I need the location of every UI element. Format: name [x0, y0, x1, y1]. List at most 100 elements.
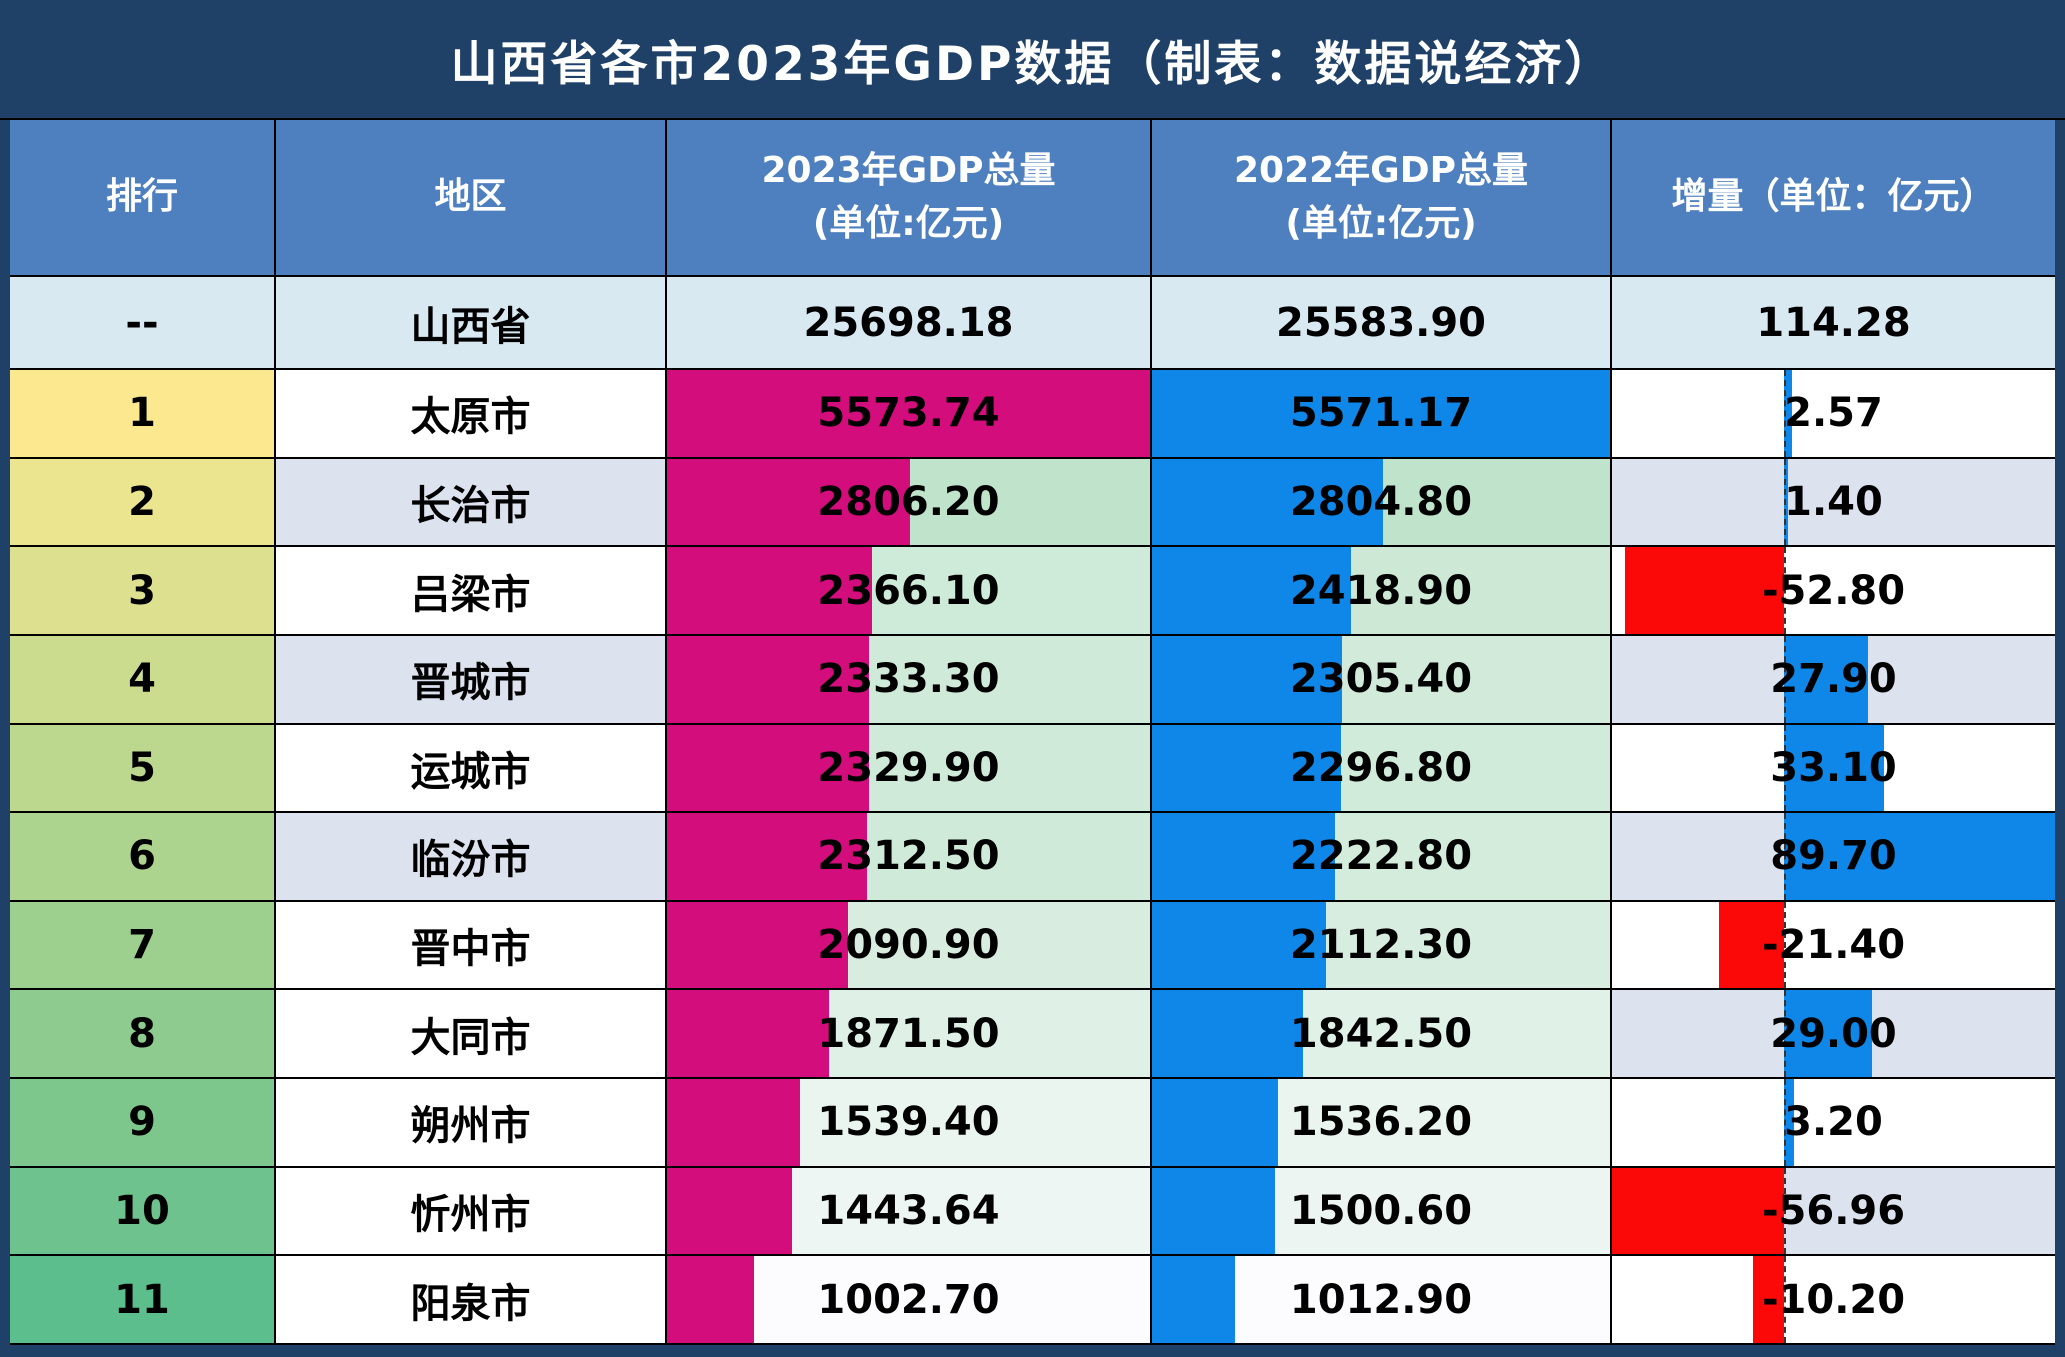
region-cell: 晋中市 — [276, 901, 667, 991]
gdp2022-data-bar — [1152, 635, 1342, 723]
delta-cell: 3.20 — [1612, 1079, 2055, 1168]
gdp2022-cell: 2305.40 — [1152, 635, 1612, 725]
delta-zero-axis — [1784, 1079, 1787, 1166]
gdp2022-value: 1536.20 — [1289, 1099, 1473, 1146]
region-name: 朔州市 — [410, 1103, 531, 1150]
delta-value: 27.90 — [1770, 656, 1897, 703]
delta-cell: 1.40 — [1612, 458, 2055, 548]
delta-zero-axis — [1784, 1167, 1787, 1255]
region-cell: 吕梁市 — [276, 547, 667, 636]
rank-cell: 2 — [10, 458, 276, 548]
gdp2022-cell: 5571.17 — [1152, 370, 1612, 459]
header-gdp2022-line2: (单位:亿元) — [1285, 202, 1477, 244]
gdp2023-value: 1539.40 — [817, 1099, 1000, 1146]
gdp2022-data-bar — [1152, 724, 1341, 812]
gdp2023-cell: 1539.40 — [667, 1079, 1152, 1168]
region-cell: 运城市 — [276, 724, 667, 814]
page-title: 山西省各市2023年GDP数据（制表：数据说经济） — [0, 0, 2065, 120]
delta-zero-axis — [1784, 813, 1787, 900]
region-cell: 阳泉市 — [276, 1256, 667, 1345]
gdp2023-data-bar — [667, 370, 1150, 457]
region-name: 长治市 — [410, 482, 531, 529]
delta-zero-axis — [1784, 458, 1787, 546]
delta-cell: 29.00 — [1612, 990, 2055, 1079]
region-cell: 大同市 — [276, 990, 667, 1079]
delta-value: 1.40 — [1784, 478, 1883, 525]
delta-cell: -52.80 — [1612, 547, 2055, 636]
gdp2022-value: 2804.80 — [1289, 478, 1473, 525]
rank-value: 4 — [128, 656, 156, 703]
gdp2023-cell: 2329.90 — [667, 724, 1152, 814]
delta-value: -52.80 — [1761, 567, 1906, 614]
delta-negative-bar — [1719, 901, 1785, 989]
delta-negative-bar — [1612, 1167, 1785, 1255]
gdp2023-cell: 2806.20 — [667, 458, 1152, 548]
delta-value: 2.57 — [1784, 390, 1883, 437]
delta-zero-axis — [1784, 990, 1787, 1077]
delta-value: -56.96 — [1761, 1187, 1906, 1234]
gdp2022-value: 5571.17 — [1289, 390, 1473, 437]
province-region-cell: 山西省 — [276, 277, 667, 370]
table-row: 3 吕梁市 2366.10 2418.90 -52.80 — [10, 547, 2055, 636]
province-region: 山西省 — [410, 303, 531, 350]
rank-value: 10 — [114, 1187, 170, 1234]
gdp2023-data-bar — [667, 1079, 801, 1166]
delta-positive-bar — [1784, 458, 1789, 546]
gdp2022-value: 1012.90 — [1289, 1276, 1473, 1323]
gdp2023-cell: 1002.70 — [667, 1256, 1152, 1345]
province-gdp2023: 25698.18 — [803, 299, 1014, 346]
delta-positive-bar — [1784, 370, 1792, 457]
gdp2023-data-bar — [667, 458, 911, 546]
gdp2022-data-bar — [1152, 1167, 1276, 1255]
delta-value: 89.70 — [1770, 833, 1897, 880]
gdp-table: 排行 地区 2023年GDP总量 (单位:亿元) 2022年GDP总量 (单位:… — [10, 120, 2055, 1345]
province-summary-row: -- 山西省 25698.18 25583.90 114.28 — [10, 277, 2055, 370]
table-row: 1 太原市 5573.74 5571.17 2.57 — [10, 370, 2055, 459]
table-row: 4 晋城市 2333.30 2305.40 27.90 — [10, 635, 2055, 725]
header-rank: 排行 — [10, 120, 276, 277]
gdp2022-value: 2222.80 — [1289, 833, 1473, 880]
gdp2023-cell: 2366.10 — [667, 547, 1152, 636]
region-name: 大同市 — [410, 1014, 531, 1061]
gdp2022-cell: 1500.60 — [1152, 1167, 1612, 1257]
table-row: 2 长治市 2806.20 2804.80 1.40 — [10, 458, 2055, 548]
delta-cell: -56.96 — [1612, 1167, 2055, 1257]
header-delta-label: 增量（单位：亿元） — [1671, 176, 1996, 218]
table-header-row: 排行 地区 2023年GDP总量 (单位:亿元) 2022年GDP总量 (单位:… — [10, 120, 2055, 277]
table-row: 11 阳泉市 1002.70 1012.90 -10.20 — [10, 1256, 2055, 1345]
region-name: 晋城市 — [410, 660, 531, 707]
delta-positive-bar — [1784, 1079, 1794, 1166]
delta-cell: 27.90 — [1612, 635, 2055, 725]
region-name: 吕梁市 — [410, 571, 531, 618]
rank-value: 11 — [114, 1276, 170, 1323]
gdp2022-cell: 1012.90 — [1152, 1256, 1612, 1345]
header-gdp2022: 2022年GDP总量 (单位:亿元) — [1152, 120, 1612, 277]
delta-value: -10.20 — [1761, 1276, 1906, 1323]
region-cell: 临汾市 — [276, 813, 667, 902]
gdp2023-cell: 2090.90 — [667, 901, 1152, 991]
rank-cell: 3 — [10, 547, 276, 636]
region-name: 太原市 — [410, 394, 531, 441]
rank-cell: 6 — [10, 813, 276, 902]
rank-cell: 4 — [10, 635, 276, 725]
rank-value: 2 — [128, 478, 156, 525]
gdp2022-data-bar — [1152, 1256, 1236, 1343]
region-cell: 忻州市 — [276, 1167, 667, 1257]
table-row: 9 朔州市 1539.40 1536.20 3.20 — [10, 1079, 2055, 1168]
gdp2022-value: 2305.40 — [1289, 656, 1473, 703]
header-gdp2023-line2: (单位:亿元) — [812, 202, 1005, 244]
rank-cell: 5 — [10, 724, 276, 814]
delta-cell: 33.10 — [1612, 724, 2055, 814]
table-row: 7 晋中市 2090.90 2112.30 -21.40 — [10, 901, 2055, 991]
gdp2023-data-bar — [667, 901, 849, 989]
region-name: 阳泉市 — [410, 1280, 531, 1327]
rank-cell: 11 — [10, 1256, 276, 1345]
gdp2023-cell: 2333.30 — [667, 635, 1152, 725]
gdp2022-cell: 2222.80 — [1152, 813, 1612, 902]
delta-cell: 89.70 — [1612, 813, 2055, 902]
rank-cell: 7 — [10, 901, 276, 991]
table-row: 5 运城市 2329.90 2296.80 33.10 — [10, 724, 2055, 814]
rank-cell: 10 — [10, 1167, 276, 1257]
province-gdp2023-cell: 25698.18 — [667, 277, 1152, 370]
gdp2022-cell: 1536.20 — [1152, 1079, 1612, 1168]
